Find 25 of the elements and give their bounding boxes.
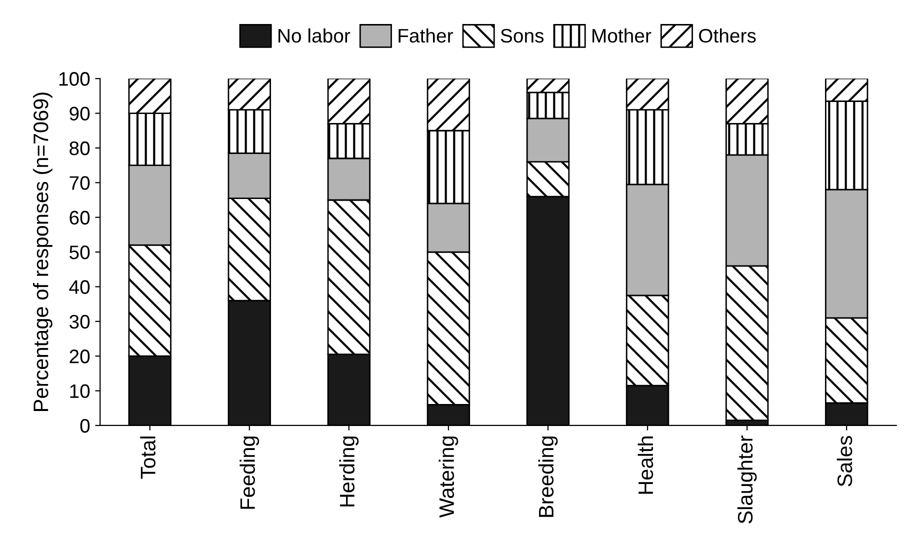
y-tick-label: 80 <box>70 141 90 156</box>
legend-label: Mother <box>592 28 652 43</box>
y-tick-label: 50 <box>70 246 90 260</box>
x-tick-label: Total <box>140 436 156 479</box>
x-tick-label: Slaughter <box>737 436 757 524</box>
x-tick-label: Watering <box>438 436 458 518</box>
x-tick-label: Feeding <box>240 436 260 509</box>
x-tick-label: Health <box>638 436 654 494</box>
legend-label: No labor <box>278 28 350 43</box>
x-tick-label: Sales <box>836 436 852 486</box>
y-tick-label: 10 <box>70 384 90 398</box>
legend-label: Father <box>398 28 453 43</box>
y-tick-label: 40 <box>69 280 90 294</box>
y-tick-label: 70 <box>70 176 90 190</box>
y-axis-title: Percentage of responses (n=7069) <box>32 92 52 412</box>
legend-label: Others <box>699 28 756 43</box>
legend-label: Sons <box>500 28 544 43</box>
y-tick-label: 20 <box>70 350 90 364</box>
y-tick-label: 90 <box>70 106 90 121</box>
y-tick-label: 60 <box>70 210 90 225</box>
y-tick-label: 0 <box>80 418 90 433</box>
x-tick-label: Breeding <box>538 436 558 517</box>
x-tick-label: Herding <box>339 436 359 506</box>
y-tick-label: 100 <box>59 72 90 86</box>
y-tick-label: 30 <box>69 314 90 329</box>
